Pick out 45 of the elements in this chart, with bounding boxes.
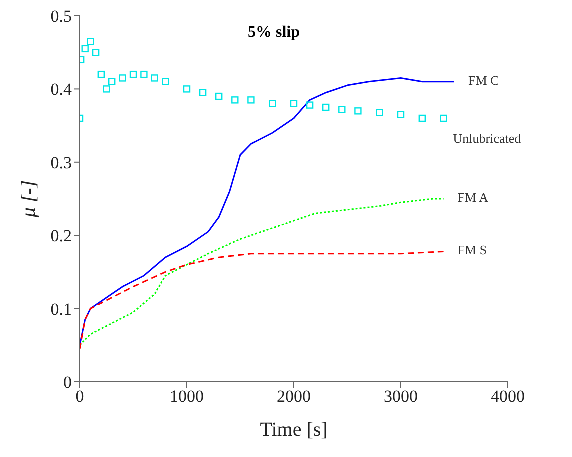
x-tick-label: 1000 [170,387,204,406]
point [376,109,384,116]
point [354,108,362,115]
point [140,70,148,78]
point [306,102,314,109]
point [92,49,100,56]
y-tick-label: 0 [64,373,72,392]
point [199,89,207,96]
point [130,70,138,78]
point [418,114,426,122]
x-tick-label: 3000 [384,387,418,406]
y-axis-title: μ [-] [18,180,40,219]
point [119,74,126,82]
y-tick-label: 0.4 [50,80,72,100]
x-tick-label: 2000 [277,387,311,406]
point [103,86,110,93]
y-tick-label: 0.5 [50,7,72,26]
point [216,92,223,100]
point [183,86,191,93]
point [269,100,276,108]
y-tick-label: 0.2 [50,226,72,246]
x-tick-label: 0 [76,387,84,406]
point [290,100,298,108]
point [232,96,239,104]
point [248,96,255,104]
point [322,104,330,112]
series-label: Unlubricated [453,130,522,146]
text: 5% slip [248,24,300,42]
line-series [80,250,445,350]
point [338,106,346,114]
y-tick-label: 0.1 [50,300,72,319]
point [87,38,94,46]
y-tick-label: 0.3 [50,153,72,172]
x-tick-label: 4000 [491,387,525,406]
point [162,78,170,86]
point [108,78,116,86]
point [82,45,89,53]
series-label: FM C [468,72,500,88]
series-label: FM A [458,190,490,205]
series-label: FM S [458,242,488,258]
point [98,70,105,78]
point [151,74,158,82]
point [397,111,405,118]
point [440,114,448,122]
x-axis-title: Time [s] [260,419,328,441]
